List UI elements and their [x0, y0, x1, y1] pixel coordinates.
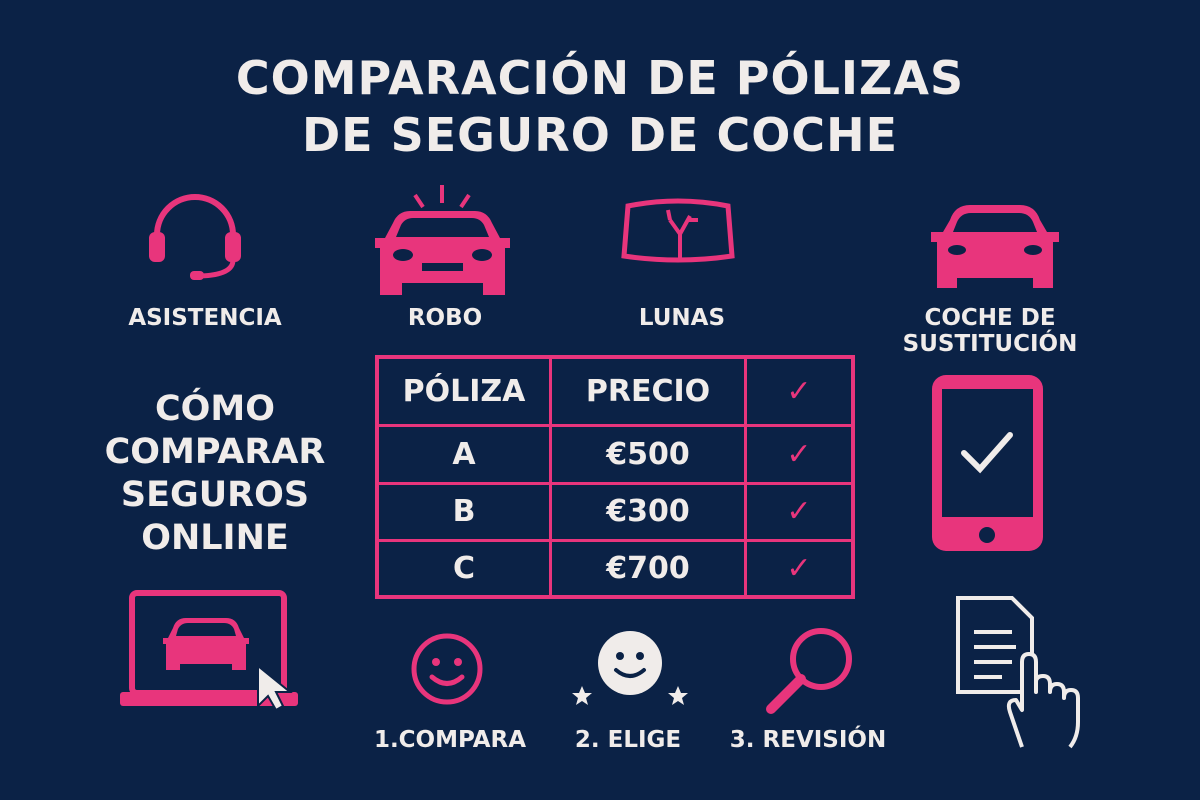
how-to-line: SEGUROS — [120, 475, 310, 515]
cell-policy: A — [375, 423, 552, 485]
laptop-car-icon — [120, 590, 298, 712]
feature-label-coche-sustitucion: COCHE DE SUSTITUCIÓN — [902, 305, 1078, 357]
check-icon: ✓ — [744, 423, 855, 485]
table-header-row: PÓLIZA PRECIO ✓ — [375, 355, 855, 427]
comparison-table: PÓLIZA PRECIO ✓ A €500 ✓ B €300 ✓ C €700… — [375, 355, 855, 599]
cell-policy: C — [375, 538, 552, 599]
table-row: C €700 ✓ — [375, 538, 855, 599]
feature-label-lunas: LUNAS — [638, 305, 726, 331]
header-precio: PRECIO — [549, 355, 747, 427]
cell-policy: B — [375, 481, 552, 542]
smiley-stars-icon — [572, 631, 688, 705]
cracked-windshield-icon — [621, 198, 735, 263]
feature-label-asistencia: ASISTENCIA — [128, 305, 282, 331]
header-check: ✓ — [744, 355, 855, 427]
table-row: A €500 ✓ — [375, 423, 855, 485]
how-to-line: ONLINE — [141, 518, 289, 558]
step-label-revision: 3. REVISIÓN — [729, 727, 887, 753]
title-line-2: DE SEGURO DE COCHE — [302, 108, 898, 162]
car-icon — [931, 205, 1059, 288]
how-to-heading: CÓMO COMPARAR SEGUROS ONLINE — [70, 388, 360, 560]
step-label-elige: 2. ELIGE — [574, 727, 682, 753]
page-title: COMPARACIÓN DE PÓLIZAS DE SEGURO DE COCH… — [0, 50, 1200, 164]
feature-label-robo: ROBO — [407, 305, 483, 331]
document-hand-icon — [956, 596, 1080, 749]
car-alarm-icon — [375, 185, 510, 295]
smiley-icon — [411, 633, 483, 705]
check-icon: ✓ — [744, 538, 855, 599]
step-label-compara: 1.COMPARA — [373, 727, 527, 753]
how-to-line: COMPARAR — [104, 432, 326, 472]
cell-price: €300 — [549, 481, 747, 542]
title-line-1: COMPARACIÓN DE PÓLIZAS — [235, 51, 965, 105]
magnifier-icon — [766, 628, 852, 714]
header-poliza: PÓLIZA — [375, 355, 552, 427]
cell-price: €500 — [549, 423, 747, 485]
cell-price: €700 — [549, 538, 747, 599]
smartphone-check-icon — [932, 375, 1043, 551]
check-icon: ✓ — [744, 481, 855, 542]
headset-icon — [149, 194, 241, 280]
table-row: B €300 ✓ — [375, 481, 855, 542]
how-to-line: CÓMO — [154, 389, 276, 429]
